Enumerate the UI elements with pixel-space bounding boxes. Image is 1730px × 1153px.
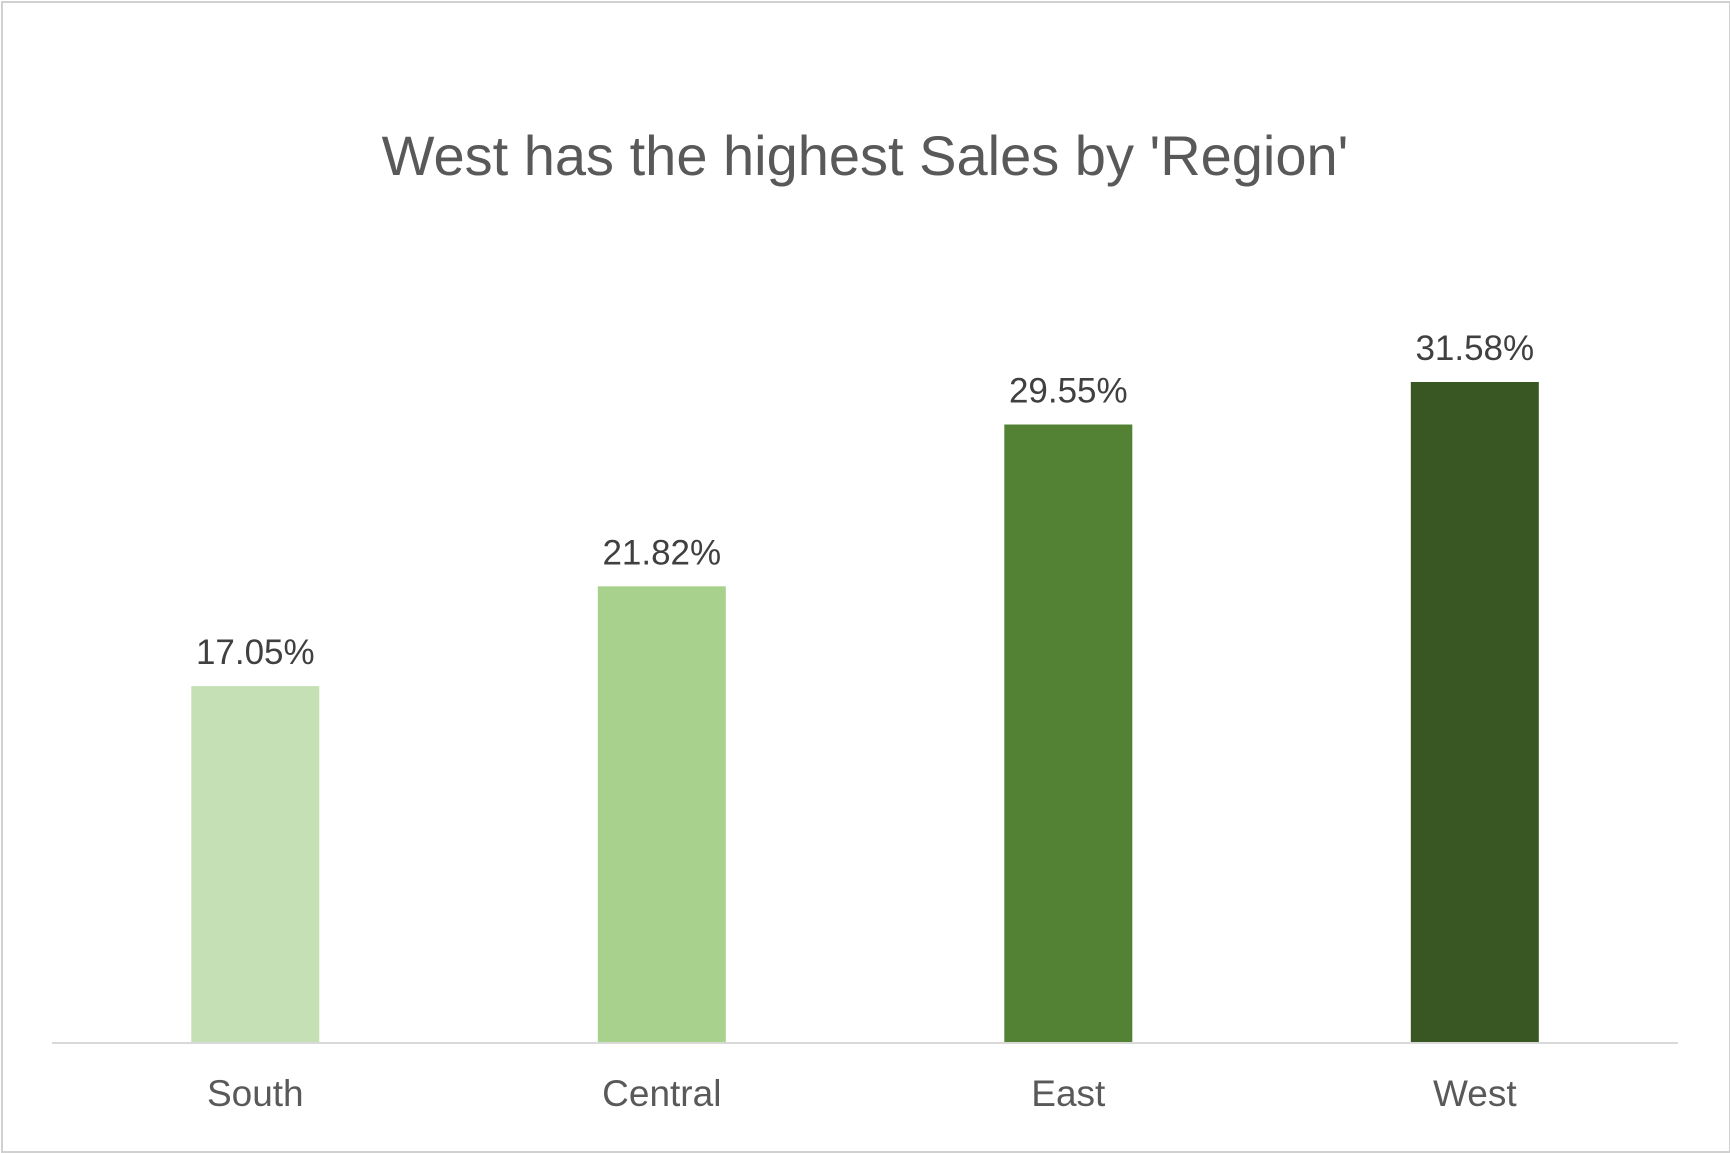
data-label-central: 21.82% bbox=[602, 533, 721, 572]
category-label-west: West bbox=[1433, 1073, 1517, 1114]
bar-south bbox=[191, 686, 320, 1043]
bars-group bbox=[191, 382, 1539, 1043]
data-label-west: 31.58% bbox=[1415, 329, 1534, 368]
category-label-south: South bbox=[207, 1073, 304, 1114]
category-label-central: Central bbox=[602, 1073, 721, 1114]
category-labels-group: South Central East West bbox=[207, 1073, 1517, 1114]
data-label-east: 29.55% bbox=[1009, 372, 1128, 411]
data-label-south: 17.05% bbox=[196, 633, 315, 672]
category-label-east: East bbox=[1031, 1073, 1106, 1114]
chart-title: West has the highest Sales by 'Region' bbox=[382, 124, 1349, 187]
bar-east bbox=[1004, 424, 1133, 1043]
data-labels-group: 17.05% 21.82% 29.55% 31.58% bbox=[196, 329, 1534, 672]
bar-west bbox=[1410, 382, 1539, 1043]
bar-central bbox=[597, 586, 726, 1043]
